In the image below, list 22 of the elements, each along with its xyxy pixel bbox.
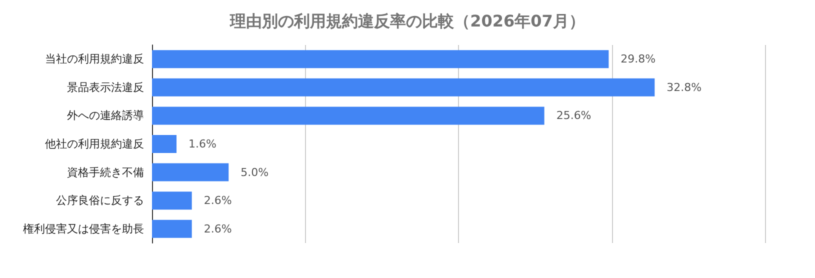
bar <box>152 78 655 96</box>
data-label: 2.6% <box>204 194 232 208</box>
y-tick-label: 他社の利用規約違反 <box>45 138 144 150</box>
data-label: 1.6% <box>188 138 216 150</box>
data-label: 29.8% <box>620 52 656 66</box>
bar <box>152 192 192 210</box>
bar <box>152 163 229 182</box>
y-tick-label: 景品表示法違反 <box>67 80 144 94</box>
data-label: 32.8% <box>666 80 702 94</box>
data-label: 25.6% <box>556 109 592 122</box>
y-tick-label: 権利侵害又は侵害を助長 <box>23 222 144 236</box>
bar <box>152 50 609 68</box>
bar <box>152 135 177 153</box>
bar <box>152 220 192 238</box>
y-tick-label: 外への連絡誘導 <box>67 109 144 122</box>
data-label: 2.6% <box>204 222 232 236</box>
data-label: 5.0% <box>240 166 269 179</box>
y-tick-label: 当社の利用規約違反 <box>45 52 144 66</box>
chart-title: 理由別の利用規約違反率の比較（2026年07月） <box>229 12 585 30</box>
y-tick-label: 公序良俗に反する <box>56 194 144 208</box>
y-tick-label: 資格手続き不備 <box>67 166 144 179</box>
bar <box>152 106 544 125</box>
